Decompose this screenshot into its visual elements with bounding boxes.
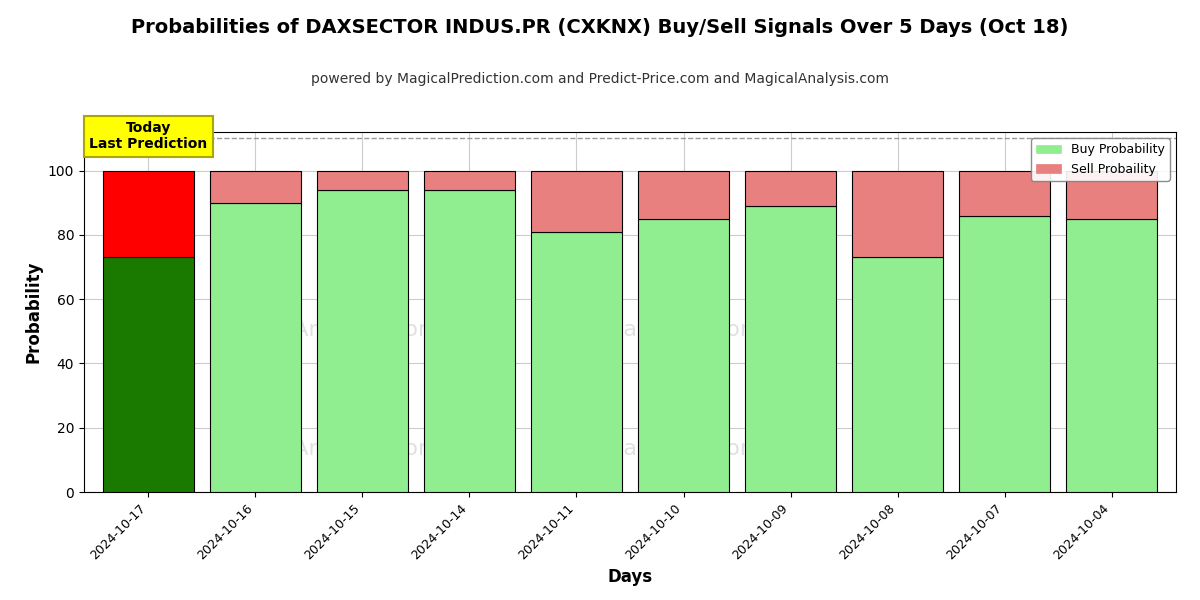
- Bar: [745, 206, 836, 492]
- Text: Today
Last Prediction: Today Last Prediction: [89, 121, 208, 151]
- Text: Probabilities of DAXSECTOR INDUS.PR (CXKNX) Buy/Sell Signals Over 5 Days (Oct 18: Probabilities of DAXSECTOR INDUS.PR (CXK…: [131, 18, 1069, 37]
- Bar: [424, 170, 515, 190]
- Bar: [959, 215, 1050, 492]
- Text: MagicalAnalysis.com: MagicalAnalysis.com: [209, 439, 440, 459]
- Bar: [638, 170, 730, 219]
- Bar: [317, 170, 408, 190]
- Bar: [530, 170, 622, 232]
- Bar: [852, 257, 943, 492]
- Bar: [530, 232, 622, 492]
- Bar: [317, 190, 408, 492]
- Bar: [103, 170, 193, 257]
- Bar: [959, 170, 1050, 215]
- Text: MagicalPrediction.com: MagicalPrediction.com: [559, 439, 810, 459]
- Y-axis label: Probability: Probability: [24, 261, 42, 363]
- Bar: [745, 170, 836, 206]
- Bar: [1067, 219, 1157, 492]
- Legend: Buy Probability, Sell Probaility: Buy Probability, Sell Probaility: [1031, 138, 1170, 181]
- Text: MagicalAnalysis.com: MagicalAnalysis.com: [209, 320, 440, 340]
- Bar: [210, 203, 301, 492]
- Bar: [103, 257, 193, 492]
- Text: MagicalPrediction.com: MagicalPrediction.com: [559, 320, 810, 340]
- X-axis label: Days: Days: [607, 568, 653, 586]
- Bar: [210, 170, 301, 203]
- Bar: [638, 219, 730, 492]
- Text: powered by MagicalPrediction.com and Predict-Price.com and MagicalAnalysis.com: powered by MagicalPrediction.com and Pre…: [311, 72, 889, 86]
- Bar: [1067, 170, 1157, 219]
- Bar: [424, 190, 515, 492]
- Bar: [852, 170, 943, 257]
